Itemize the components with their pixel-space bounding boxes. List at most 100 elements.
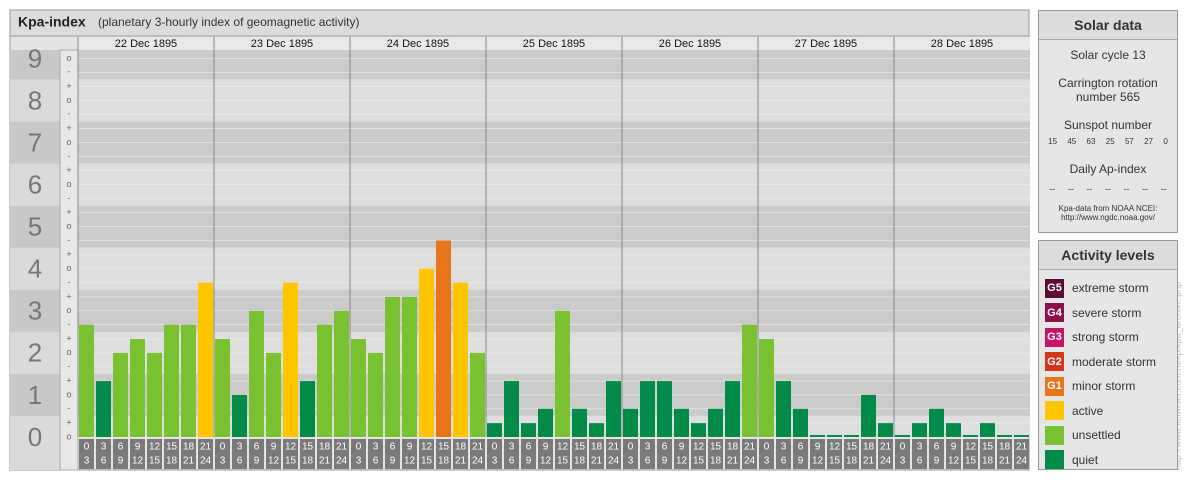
legend-item: G4 severe storm: [1039, 301, 1177, 326]
interval-label: 12: [557, 442, 569, 453]
interval-label: 6: [798, 442, 804, 453]
interval-label: 15: [846, 442, 858, 453]
legend-item: G2 moderate storm: [1039, 350, 1177, 375]
minor-tick-label: +: [66, 333, 71, 343]
bar: [555, 310, 570, 437]
interval-box: [334, 439, 349, 469]
interval-label: 15: [574, 442, 586, 453]
y-band: [10, 205, 60, 248]
day-header-row: [78, 37, 1030, 50]
interval-label: 12: [948, 456, 960, 467]
interval-label: 12: [693, 442, 705, 453]
y-band: [10, 247, 60, 290]
interval-label: 18: [455, 442, 467, 453]
interval-box: [164, 439, 179, 469]
interval-label: 18: [183, 442, 195, 453]
panel-title: Activity levels: [1039, 241, 1177, 270]
minor-tick-label: -: [68, 235, 71, 245]
bar: [742, 324, 757, 437]
bar: [946, 423, 961, 437]
interval-label: 9: [543, 442, 549, 453]
minor-tick-label: -: [68, 193, 71, 203]
minor-tick-label: +: [66, 165, 71, 175]
day-label: 23 Dec 1895: [251, 38, 313, 50]
interval-box: [555, 439, 570, 469]
interval-label: 6: [237, 456, 243, 467]
legend-item: unsettled: [1039, 423, 1177, 448]
interval-box: [232, 439, 247, 469]
interval-label: 21: [727, 456, 739, 467]
interval-label: 3: [628, 456, 634, 467]
interval-label: 6: [662, 442, 668, 453]
legend-label: minor storm: [1072, 379, 1136, 394]
y-band: [10, 415, 60, 470]
interval-label: 0: [764, 442, 770, 453]
interval-label: 21: [999, 456, 1011, 467]
legend-swatch: G2: [1045, 352, 1064, 372]
interval-box: [317, 439, 332, 469]
interval-label: 12: [149, 442, 161, 453]
y-tick-label: 1: [28, 380, 42, 410]
interval-label: 0: [492, 442, 498, 453]
interval-label: 21: [200, 442, 212, 453]
interval-box: [283, 439, 298, 469]
interval-label: 3: [84, 456, 90, 467]
minor-tick-label: +: [66, 207, 71, 217]
interval-label: 24: [200, 456, 212, 467]
interval-label: 24: [608, 456, 620, 467]
sunspot-number: 0: [1163, 137, 1168, 146]
bar: [351, 338, 366, 437]
minor-tick-label: o: [66, 179, 71, 189]
interval-label: 21: [1016, 442, 1028, 453]
chart-header: [9, 9, 1030, 37]
solar-cycle: Solar cycle 13: [1070, 48, 1146, 62]
sunspot-title: Sunspot number: [1063, 118, 1153, 132]
legend-badge: G3: [1047, 331, 1062, 344]
bar: [878, 423, 893, 437]
interval-label: 6: [917, 456, 923, 467]
interval-box: [725, 439, 740, 469]
bar: [895, 435, 910, 437]
minor-tick-label: o: [66, 263, 71, 273]
interval-label: 24: [1016, 456, 1028, 467]
bar: [657, 381, 672, 437]
ap-value: --: [1123, 184, 1130, 194]
interval-label: 18: [302, 456, 314, 467]
interval-label: 12: [829, 442, 841, 453]
interval-label: 9: [407, 442, 413, 453]
interval-label: 6: [645, 456, 651, 467]
bar: [470, 352, 485, 437]
bar: [113, 352, 128, 437]
interval-label: 3: [781, 442, 787, 453]
interval-label: 18: [727, 442, 739, 453]
bar: [980, 423, 995, 437]
interval-box: [470, 439, 485, 469]
ap-value: --: [1067, 184, 1074, 194]
y-band: [10, 373, 60, 416]
legend-label: unsettled: [1072, 428, 1121, 443]
minor-tick-label: o: [66, 389, 71, 399]
sunspot-number: 57: [1124, 137, 1134, 146]
interval-box: [572, 439, 587, 469]
interval-box: [946, 439, 961, 469]
ap-title: Daily Ap-index: [1069, 162, 1147, 176]
minor-tick-label: +: [66, 375, 71, 385]
day-label: 22 Dec 1895: [115, 38, 177, 50]
interval-box: [810, 439, 825, 469]
minor-tick-label: +: [66, 291, 71, 301]
y-band: [10, 50, 60, 80]
interval-label: 18: [710, 456, 722, 467]
bar: [708, 408, 723, 437]
interval-box: [385, 439, 400, 469]
sunspot-numbers: 15 45 63 25 57 27 0: [1043, 137, 1173, 146]
ap-value: --: [1160, 184, 1167, 194]
interval-box: [589, 439, 604, 469]
panel-title: Solar data: [1039, 11, 1177, 40]
interval-label: 0: [220, 442, 226, 453]
bar: [79, 324, 94, 437]
interval-label: 9: [934, 456, 940, 467]
interval-label: 15: [421, 456, 433, 467]
interval-label: 15: [166, 442, 178, 453]
interval-label: 6: [781, 456, 787, 467]
